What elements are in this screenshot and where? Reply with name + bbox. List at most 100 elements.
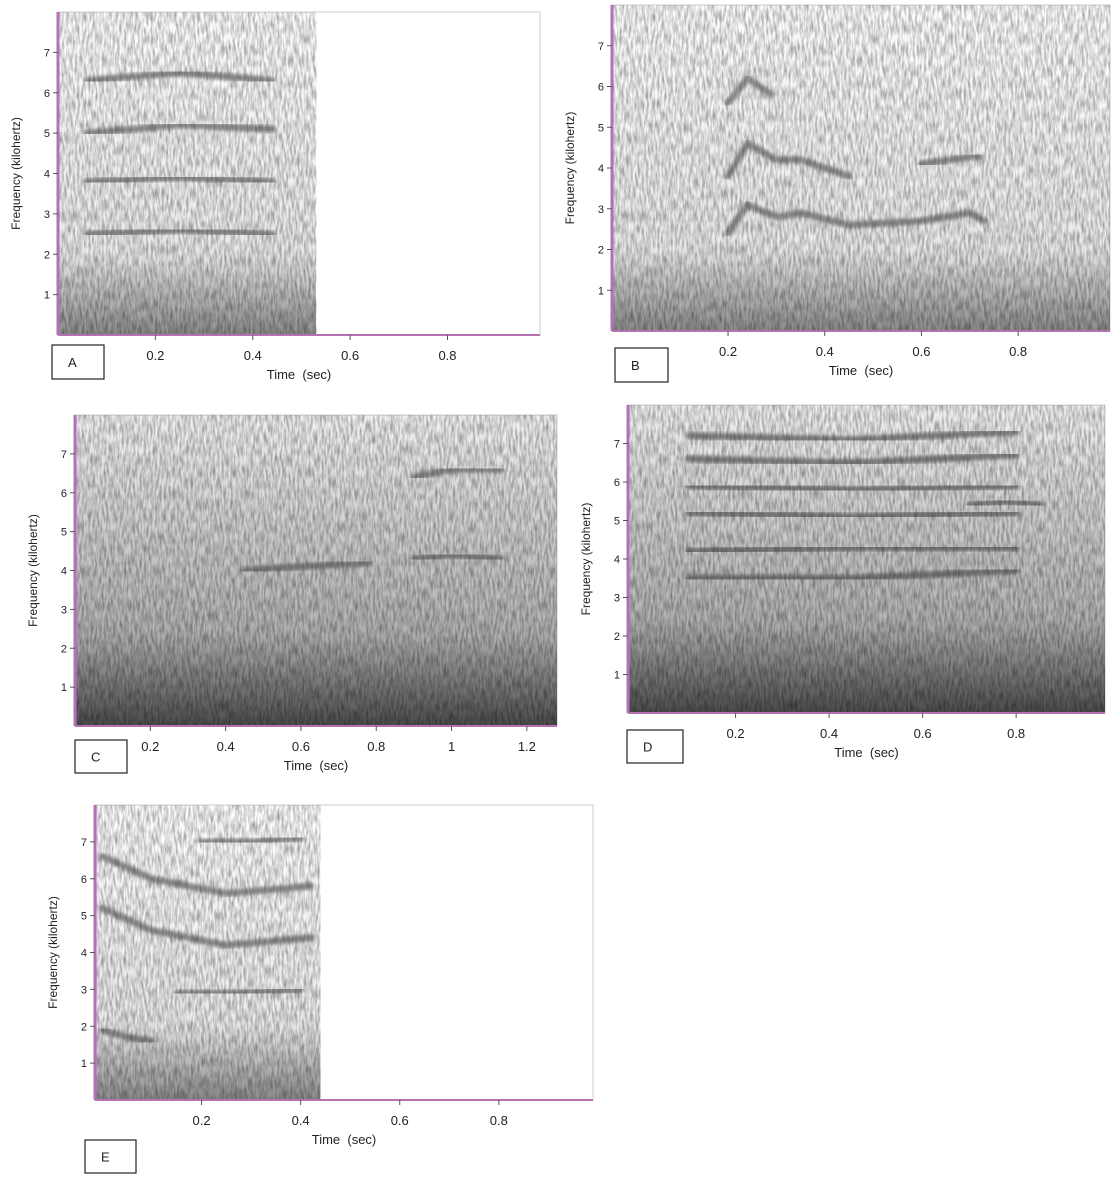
y-tick-label: 3 [61, 604, 67, 616]
spectrogram-area [612, 5, 1110, 331]
y-tick-label: 4 [44, 169, 50, 181]
harmonic-band [685, 482, 1020, 494]
spectrogram-area [95, 805, 321, 1100]
panel-label-box [51, 344, 105, 380]
y-axis-label: Frequency (kilohertz) [579, 503, 593, 616]
x-tick-label: 0.4 [292, 1113, 310, 1128]
x-tick-label: 0.2 [146, 348, 164, 363]
y-tick-label: 4 [81, 948, 87, 960]
harmonic-band [917, 152, 983, 168]
y-tick-label: 3 [44, 209, 50, 221]
x-tick-label: 0.8 [1009, 344, 1027, 359]
panel-label: A [68, 355, 77, 370]
y-tick-label: 5 [44, 128, 50, 140]
harmonic-band [98, 1026, 156, 1045]
x-axis-label: Time (sec) [284, 758, 349, 773]
y-tick-label: 2 [81, 1021, 87, 1033]
y-tick-label: 6 [44, 88, 50, 100]
harmonic-band [685, 451, 1020, 467]
x-tick-label: 1 [448, 739, 455, 754]
x-tick-label: 0.2 [719, 344, 737, 359]
panel-label: E [101, 1150, 110, 1165]
harmonic-band [965, 497, 1043, 509]
y-tick-label: 5 [598, 122, 604, 134]
spectrogram-panel: 1 2 3 4 5 6 7 0.2 0.4 0.6 0.8 Time (sec) Frequency (… [9, 11, 541, 382]
spectrogram-area [628, 405, 1105, 713]
y-tick-label: 1 [81, 1058, 87, 1070]
y-tick-label: 3 [598, 204, 604, 216]
x-tick-label: 0.2 [141, 739, 159, 754]
harmonic-band [685, 544, 1020, 555]
x-axis-label: Time (sec) [312, 1132, 377, 1147]
y-tick-label: 3 [81, 984, 87, 996]
spectrogram-panel: 1 2 3 4 5 6 7 0.2 0.4 0.6 0.8 Time (sec) Frequency (… [563, 4, 1111, 383]
y-tick-label: 2 [61, 643, 67, 655]
y-tick-label: 6 [61, 488, 67, 500]
harmonic-band [685, 428, 1020, 444]
x-tick-label: 0.4 [217, 739, 235, 754]
panel-label: B [631, 358, 640, 373]
y-tick-label: 3 [614, 593, 620, 605]
y-tick-label: 4 [614, 554, 620, 566]
y-tick-label: 4 [61, 566, 67, 578]
y-axis-label: Frequency (kilohertz) [46, 896, 60, 1009]
harmonic-band [83, 69, 276, 85]
y-axis-label: Frequency (kilohertz) [563, 112, 577, 225]
spectrogram-area [75, 415, 557, 726]
x-tick-label: 0.6 [914, 726, 932, 741]
panel-label: C [91, 750, 100, 765]
y-axis-label: Frequency (kilohertz) [9, 117, 23, 230]
spectrogram-panel: 1 2 3 4 5 6 7 0.2 0.4 0.6 0.8 Time (sec) Frequency (… [46, 804, 594, 1174]
harmonic-band [83, 174, 276, 186]
x-tick-label: 0.8 [367, 739, 385, 754]
y-axis-label: Frequency (kilohertz) [26, 514, 40, 627]
y-tick-label: 7 [61, 449, 67, 461]
spectrogram-panel: 1 2 3 4 5 6 7 0.2 0.4 0.6 0.8 1 1.2 Time (sec) Frequen… [26, 414, 558, 774]
x-tick-label: 0.6 [391, 1113, 409, 1128]
y-tick-label: 1 [614, 670, 620, 682]
y-tick-label: 6 [81, 874, 87, 886]
spectrogram-area [58, 12, 317, 335]
low-frequency-shade [628, 405, 1105, 713]
x-tick-label: 1.2 [518, 739, 536, 754]
panel-label-box [74, 739, 128, 774]
x-tick-label: 0.4 [816, 344, 834, 359]
panel-label-box [626, 729, 684, 764]
y-tick-label: 4 [598, 163, 604, 175]
y-tick-label: 1 [598, 285, 604, 297]
x-tick-label: 0.8 [438, 348, 456, 363]
y-tick-label: 7 [44, 47, 50, 59]
y-tick-label: 2 [614, 631, 620, 643]
x-tick-label: 0.6 [912, 344, 930, 359]
y-tick-label: 7 [614, 439, 620, 451]
y-tick-label: 2 [598, 245, 604, 257]
x-tick-label: 0.8 [490, 1113, 508, 1128]
y-tick-label: 5 [614, 516, 620, 528]
x-tick-label: 0.8 [1007, 726, 1025, 741]
x-tick-label: 0.4 [244, 348, 262, 363]
x-axis-label: Time (sec) [834, 745, 899, 760]
y-tick-label: 7 [598, 41, 604, 53]
x-tick-label: 0.6 [341, 348, 359, 363]
y-tick-label: 5 [81, 911, 87, 923]
harmonic-band [241, 559, 373, 574]
x-tick-label: 0.2 [192, 1113, 210, 1128]
y-tick-label: 6 [598, 82, 604, 94]
x-axis-label: Time (sec) [829, 363, 894, 378]
harmonic-band [410, 465, 504, 481]
harmonic-band [98, 853, 315, 897]
harmonic-band [685, 509, 1020, 521]
low-frequency-shade [612, 5, 1110, 331]
low-frequency-shade [75, 415, 557, 726]
panel-label-box [614, 347, 669, 383]
y-tick-label: 6 [614, 477, 620, 489]
harmonic-band [83, 226, 276, 238]
harmonic-band [173, 985, 305, 997]
y-tick-label: 2 [44, 249, 50, 261]
harmonic-band [724, 140, 853, 180]
spectrogram-panel: 1 2 3 4 5 6 7 0.2 0.4 0.6 0.8 Time (sec) Frequency (… [579, 404, 1106, 764]
y-tick-label: 1 [44, 290, 50, 302]
x-tick-label: 0.2 [727, 726, 745, 741]
harmonic-band [83, 121, 276, 137]
